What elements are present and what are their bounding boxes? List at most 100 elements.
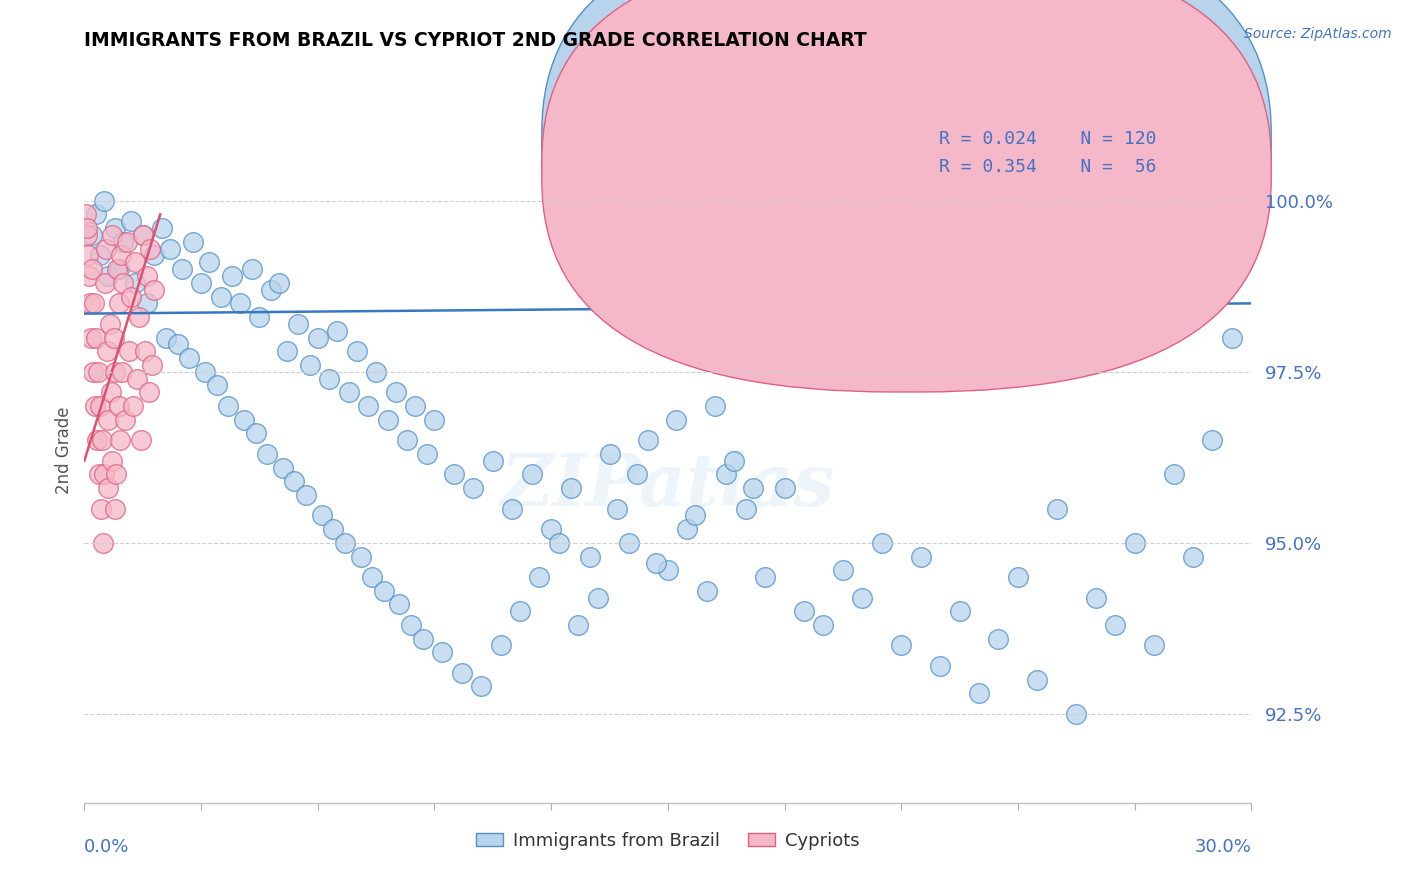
Text: Source: ZipAtlas.com: Source: ZipAtlas.com [1244,27,1392,41]
Immigrants from Brazil [1163,467,1185,482]
Immigrants from Brazil [463,481,485,495]
Immigrants from Brazil [870,536,893,550]
Immigrants from Brazil [366,365,388,379]
Immigrants from Brazil [579,549,602,564]
Immigrants from Brazil [470,680,492,694]
Immigrants from Brazil [260,283,283,297]
Cypriots [124,255,146,269]
Immigrants from Brazil [84,207,107,221]
Immigrants from Brazil [540,522,562,536]
Cypriots [91,536,114,550]
Immigrants from Brazil [132,227,155,242]
Immigrants from Brazil [240,262,263,277]
Text: 30.0%: 30.0% [1195,838,1251,855]
Cypriots [94,242,117,256]
Cypriots [115,235,138,249]
Cypriots [125,371,148,385]
Immigrants from Brazil [349,549,371,564]
Immigrants from Brazil [307,330,329,344]
Immigrants from Brazil [404,399,426,413]
Immigrants from Brazil [322,522,344,536]
Immigrants from Brazil [734,501,756,516]
Text: ZIPatlas: ZIPatlas [501,450,835,521]
Cypriots [79,296,101,310]
Cypriots [93,276,115,290]
Cypriots [141,358,163,372]
Immigrants from Brazil [337,385,360,400]
Immigrants from Brazil [326,324,349,338]
Cypriots [104,501,127,516]
Cypriots [89,399,111,413]
Cypriots [122,399,145,413]
Cypriots [111,365,134,379]
Immigrants from Brazil [665,412,688,426]
Immigrants from Brazil [276,344,298,359]
Immigrants from Brazil [1104,618,1126,632]
Immigrants from Brazil [773,481,796,495]
Immigrants from Brazil [104,221,127,235]
Cypriots [100,385,122,400]
Immigrants from Brazil [967,686,990,700]
Immigrants from Brazil [388,598,411,612]
Immigrants from Brazil [373,583,395,598]
Cypriots [86,433,108,447]
Immigrants from Brazil [1026,673,1049,687]
Cypriots [104,365,127,379]
Immigrants from Brazil [567,618,589,632]
Immigrants from Brazil [89,248,111,262]
Cypriots [105,467,128,482]
Immigrants from Brazil [155,330,177,344]
Cypriots [108,433,131,447]
Immigrants from Brazil [245,426,267,441]
Immigrants from Brazil [676,522,699,536]
Cypriots [112,276,135,290]
Immigrants from Brazil [82,227,104,242]
Cypriots [103,330,125,344]
Immigrants from Brazil [626,467,648,482]
Immigrants from Brazil [194,365,217,379]
Immigrants from Brazil [232,412,254,426]
Immigrants from Brazil [287,317,309,331]
Immigrants from Brazil [159,242,181,256]
Immigrants from Brazil [1066,706,1088,721]
Immigrants from Brazil [432,645,454,659]
Immigrants from Brazil [443,467,465,482]
Immigrants from Brazil [683,508,706,523]
Immigrants from Brazil [166,337,188,351]
Immigrants from Brazil [108,262,131,277]
Immigrants from Brazil [179,351,201,365]
Immigrants from Brazil [703,399,725,413]
Immigrants from Brazil [851,591,873,605]
Cypriots [77,248,100,262]
Cypriots [128,310,150,324]
FancyBboxPatch shape [541,0,1271,364]
Cypriots [90,501,112,516]
Immigrants from Brazil [637,433,659,447]
Immigrants from Brazil [97,268,120,283]
Cypriots [90,433,112,447]
Immigrants from Brazil [112,235,135,249]
Cypriots [101,454,124,468]
Immigrants from Brazil [249,310,271,324]
Immigrants from Brazil [813,618,835,632]
Immigrants from Brazil [793,604,815,618]
Immigrants from Brazil [1181,549,1204,564]
Cypriots [143,283,166,297]
Immigrants from Brazil [501,501,523,516]
Immigrants from Brazil [1007,570,1029,584]
Text: 0.0%: 0.0% [84,838,129,855]
Cypriots [135,268,157,283]
Immigrants from Brazil [489,639,512,653]
Immigrants from Brazil [723,454,745,468]
Cypriots [134,344,156,359]
FancyBboxPatch shape [866,116,1222,197]
Cypriots [98,317,121,331]
Immigrants from Brazil [135,296,157,310]
Immigrants from Brazil [929,659,952,673]
Immigrants from Brazil [93,194,115,208]
Cypriots [132,227,155,242]
Immigrants from Brazil [311,508,333,523]
Immigrants from Brazil [1143,639,1166,653]
Immigrants from Brazil [716,467,738,482]
Immigrants from Brazil [124,276,146,290]
